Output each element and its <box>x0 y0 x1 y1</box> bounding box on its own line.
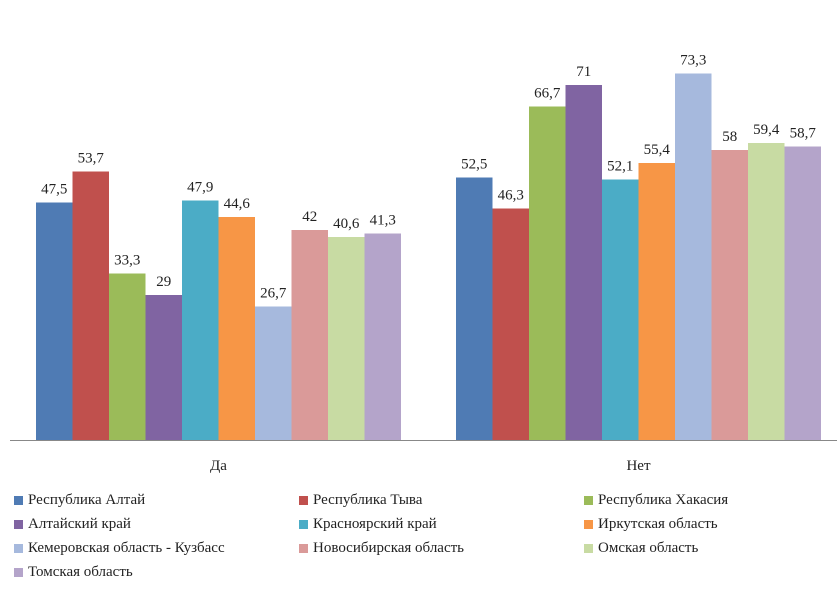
value-label: 53,7 <box>78 151 105 167</box>
legend-swatch <box>584 543 593 553</box>
legend-swatch <box>584 519 593 529</box>
bar <box>72 171 109 440</box>
legend: Республика Алтай Республика Тыва Республик… <box>14 490 834 582</box>
legend-swatch <box>14 543 23 553</box>
bar <box>602 179 639 440</box>
value-label: 52,1 <box>607 159 633 175</box>
category-label: Да <box>210 458 227 474</box>
bar <box>492 208 529 440</box>
legend-item: Республика Хакасия <box>584 490 834 510</box>
bar <box>748 143 785 440</box>
value-label: 29 <box>156 274 171 290</box>
legend-item: Алтайский край <box>14 514 299 534</box>
legend-item: Кемеровская область - Кузбасс <box>14 538 299 558</box>
legend-item: Томская область <box>14 562 299 582</box>
legend-label: Республика Алтай <box>28 491 146 508</box>
value-label: 40,6 <box>333 216 360 232</box>
value-label: 33,3 <box>114 253 140 269</box>
bar <box>456 177 493 440</box>
legend-label: Алтайский край <box>28 515 131 532</box>
bar <box>145 295 182 440</box>
legend-swatch <box>14 495 23 505</box>
bar <box>255 306 292 440</box>
category-labels-group: Да Нет <box>210 458 651 474</box>
bar <box>36 202 73 440</box>
bars-group <box>36 73 821 440</box>
bar <box>638 163 675 440</box>
legend-swatch <box>299 543 308 553</box>
bar <box>182 200 219 440</box>
value-label: 41,3 <box>370 213 396 229</box>
legend-swatch <box>299 495 308 505</box>
bar <box>784 146 821 440</box>
legend-label: Республика Тыва <box>313 491 423 508</box>
value-label: 73,3 <box>680 53 706 69</box>
bar <box>529 106 566 440</box>
legend-item: Омская область <box>584 538 834 558</box>
value-label: 58 <box>722 129 737 145</box>
legend-item: Республика Алтай <box>14 490 299 510</box>
legend-item: Иркутская область <box>584 514 834 534</box>
bar <box>291 230 328 440</box>
bar <box>218 217 255 440</box>
value-label: 47,5 <box>41 182 67 198</box>
legend-label: Республика Хакасия <box>598 491 729 508</box>
legend-item: Республика Тыва <box>299 490 584 510</box>
value-label: 59,4 <box>753 122 780 138</box>
category-label: Нет <box>626 458 650 474</box>
bar <box>109 273 146 440</box>
bar <box>711 150 748 440</box>
value-label: 55,4 <box>644 142 671 158</box>
legend-label: Омская область <box>598 539 699 556</box>
legend-label: Красноярский край <box>313 515 437 532</box>
value-label: 44,6 <box>224 196 251 212</box>
value-label: 71 <box>576 64 591 80</box>
bar-chart: 47,5 52,5 53,7 46,3 33,3 66,7 29 71 47,9 52,1 44,6… <box>10 53 837 474</box>
legend-swatch <box>14 519 23 529</box>
legend-label: Иркутская область <box>598 515 718 532</box>
value-label: 47,9 <box>187 180 213 196</box>
value-label: 46,3 <box>498 188 524 204</box>
value-label: 66,7 <box>534 86 561 102</box>
bar <box>328 237 365 440</box>
legend-item: Красноярский край <box>299 514 584 534</box>
value-labels-group: 47,5 52,5 53,7 46,3 33,3 66,7 29 71 47,9 52,1 44,6… <box>41 53 816 302</box>
legend-label: Новосибирская область <box>313 539 465 556</box>
value-label: 58,7 <box>790 126 817 142</box>
legend-swatch <box>14 567 23 577</box>
legend-swatch <box>584 495 593 505</box>
value-label: 26,7 <box>260 286 287 302</box>
bar <box>565 85 602 440</box>
bar <box>675 73 712 440</box>
legend-item: Новосибирская область <box>299 538 584 558</box>
bar <box>364 233 401 440</box>
value-label: 52,5 <box>461 157 487 173</box>
legend-swatch <box>299 519 308 529</box>
legend-label: Кемеровская область - Кузбасс <box>28 539 225 556</box>
value-label: 42 <box>302 209 317 225</box>
legend-label: Томская область <box>28 563 133 580</box>
